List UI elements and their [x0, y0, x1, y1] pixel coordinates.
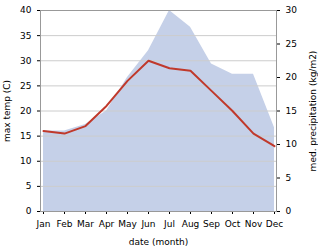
- svg-text:30: 30: [286, 5, 298, 15]
- svg-text:max temp (C): max temp (C): [2, 80, 12, 142]
- svg-text:25: 25: [20, 81, 31, 91]
- svg-text:Aug: Aug: [182, 219, 200, 229]
- svg-text:35: 35: [20, 31, 31, 41]
- svg-text:10: 10: [286, 139, 298, 149]
- svg-text:Sep: Sep: [203, 219, 220, 229]
- svg-text:25: 25: [286, 39, 297, 49]
- svg-text:Apr: Apr: [99, 219, 115, 229]
- svg-text:5: 5: [286, 173, 292, 183]
- svg-text:Dec: Dec: [266, 219, 283, 229]
- svg-text:Jul: Jul: [163, 219, 175, 229]
- svg-text:0: 0: [26, 206, 32, 216]
- svg-text:40: 40: [20, 5, 32, 15]
- svg-text:Mar: Mar: [77, 219, 94, 229]
- svg-text:20: 20: [20, 106, 32, 116]
- svg-text:Jun: Jun: [140, 219, 155, 229]
- svg-text:date (month): date (month): [129, 237, 188, 247]
- svg-text:15: 15: [286, 106, 297, 116]
- svg-text:0: 0: [286, 206, 292, 216]
- svg-text:30: 30: [20, 56, 32, 66]
- svg-text:Jan: Jan: [36, 219, 51, 229]
- svg-text:Feb: Feb: [57, 219, 73, 229]
- svg-text:20: 20: [286, 72, 298, 82]
- svg-text:5: 5: [26, 181, 32, 191]
- svg-text:Nov: Nov: [245, 219, 263, 229]
- svg-text:Oct: Oct: [225, 219, 241, 229]
- svg-text:15: 15: [20, 131, 31, 141]
- svg-text:med. precipitation (kg/m2): med. precipitation (kg/m2): [308, 51, 318, 172]
- svg-text:May: May: [118, 219, 137, 229]
- svg-text:10: 10: [20, 156, 32, 166]
